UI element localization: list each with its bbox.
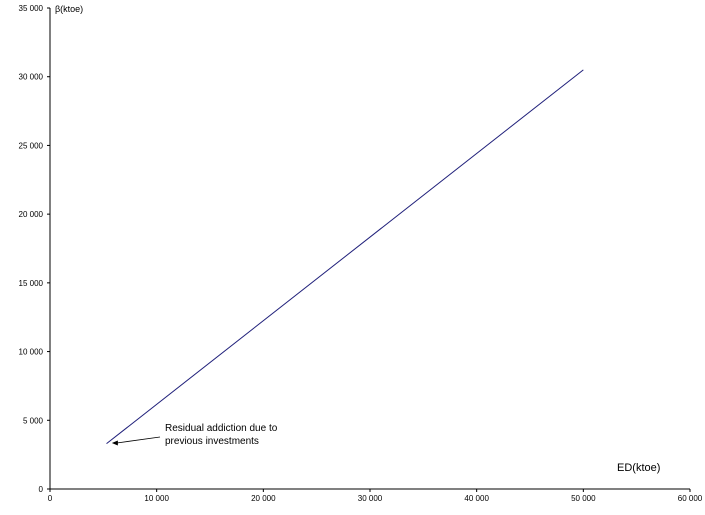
x-tick-label: 20 000 <box>251 494 276 503</box>
annotation-arrow <box>116 436 161 444</box>
x-tick-label: 0 <box>48 494 53 503</box>
x-tick-label: 10 000 <box>144 494 169 503</box>
y-tick-label: 20 000 <box>19 210 44 219</box>
y-tick-label: 30 000 <box>19 73 44 82</box>
x-tick-label: 30 000 <box>358 494 383 503</box>
y-tick-label: 35 000 <box>19 4 44 13</box>
x-tick-label: 40 000 <box>464 494 489 503</box>
axes <box>49 8 690 490</box>
x-tick-label: 60 000 <box>678 494 703 503</box>
y-tick-label: 10 000 <box>19 348 44 357</box>
annotation-arrowhead <box>111 440 118 446</box>
y-axis-label: β(ktoe) <box>55 4 83 14</box>
annotation-text-line-1: Residual addiction due to <box>165 423 278 434</box>
annotation: Residual addiction due to previous inves… <box>111 423 278 447</box>
y-tick-label: 15 000 <box>19 279 44 288</box>
x-axis-label: ED(ktoe) <box>617 462 660 474</box>
y-ticks: 0 5 000 10 000 15 000 20 000 25 000 30 000 35 0… <box>19 4 50 494</box>
series-group <box>106 69 584 445</box>
annotation-text-line-2: previous investments <box>165 436 259 447</box>
x-ticks: 0 10 000 20 000 30 000 40 000 50 000 60 000 <box>48 489 703 503</box>
x-tick-label: 50 000 <box>571 494 596 503</box>
series-line <box>106 69 584 445</box>
y-tick-label: 25 000 <box>19 141 44 150</box>
y-tick-label: 0 <box>39 485 44 494</box>
y-tick-label: 5 000 <box>23 416 44 425</box>
